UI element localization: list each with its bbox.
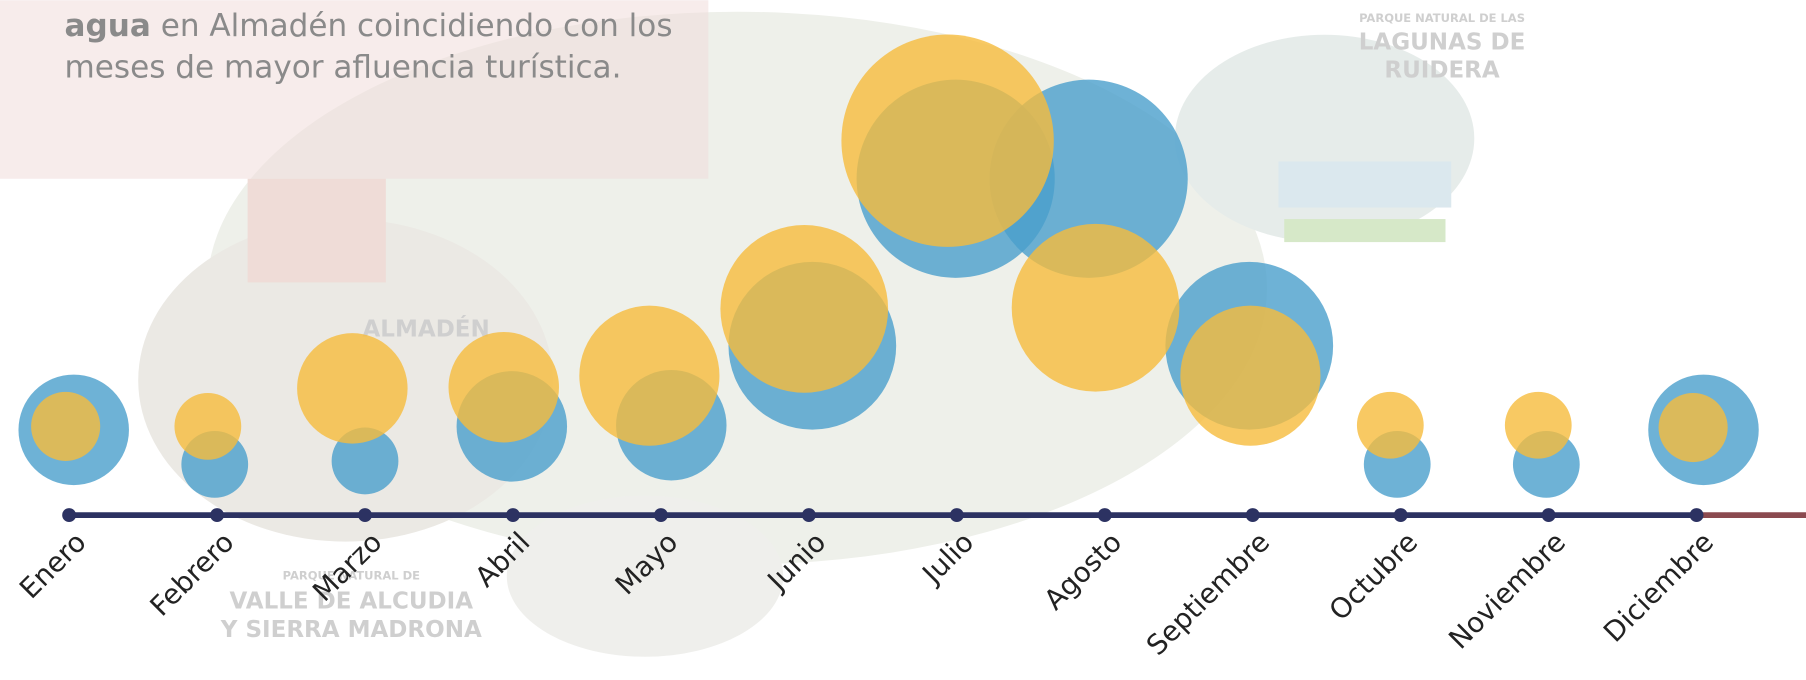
bg-label: PARQUE NATURAL DE LAS	[1359, 11, 1525, 25]
x-tick-label: Diciembre	[1597, 525, 1720, 648]
intro-bold: agua	[65, 8, 151, 44]
timeline-dot	[1541, 508, 1556, 522]
bg-label: ALMADÉN	[363, 315, 490, 343]
bubble	[579, 305, 720, 446]
bubble	[448, 331, 559, 443]
x-tick-label: Enero	[13, 525, 93, 605]
timeline-dot	[506, 508, 520, 522]
bubble	[1180, 305, 1321, 446]
x-tick-label: Febrero	[143, 525, 240, 622]
timeline-dot	[1393, 508, 1408, 522]
bg-label: Y SIERRA MADRONA	[220, 617, 482, 643]
timeline-dot	[1097, 508, 1112, 522]
bubble	[1658, 392, 1728, 463]
timeline-dot	[1689, 508, 1704, 522]
bubble	[1356, 391, 1424, 459]
bubble	[841, 34, 1054, 247]
bubble	[1504, 391, 1572, 459]
timeline-dot	[654, 508, 668, 522]
intro-line: meses de mayor afluencia turística.	[65, 49, 622, 85]
bubble	[31, 391, 101, 461]
x-tick-label: Noviembre	[1442, 525, 1572, 655]
bg-label: VALLE DE ALCUDIA	[230, 588, 474, 614]
x-tick-label: Octubre	[1323, 525, 1425, 627]
bg-label: PARQUE NATURAL DE	[283, 569, 421, 583]
timeline-dot	[1245, 508, 1260, 522]
timeline-dot	[358, 508, 372, 522]
intro-box	[0, 0, 709, 179]
x-tick-label: Septiembre	[1140, 525, 1276, 661]
bubble	[297, 333, 408, 444]
x-tick-label: Agosto	[1037, 525, 1128, 616]
bubble	[331, 427, 399, 495]
timeline-dot	[949, 508, 964, 522]
bg-label: LAGUNAS DE	[1359, 30, 1526, 56]
intro-text: en Almadén coincidiendo con los	[151, 8, 673, 44]
intro-line: agua en Almadén coincidiendo con los	[65, 8, 673, 44]
bubble	[174, 393, 242, 460]
bg-label: RUIDERA	[1384, 57, 1500, 83]
timeline-dot	[801, 508, 816, 522]
timeline-dot	[210, 508, 224, 522]
timeline-dot	[62, 508, 77, 522]
bubble	[1011, 223, 1180, 392]
bubble	[720, 225, 889, 393]
